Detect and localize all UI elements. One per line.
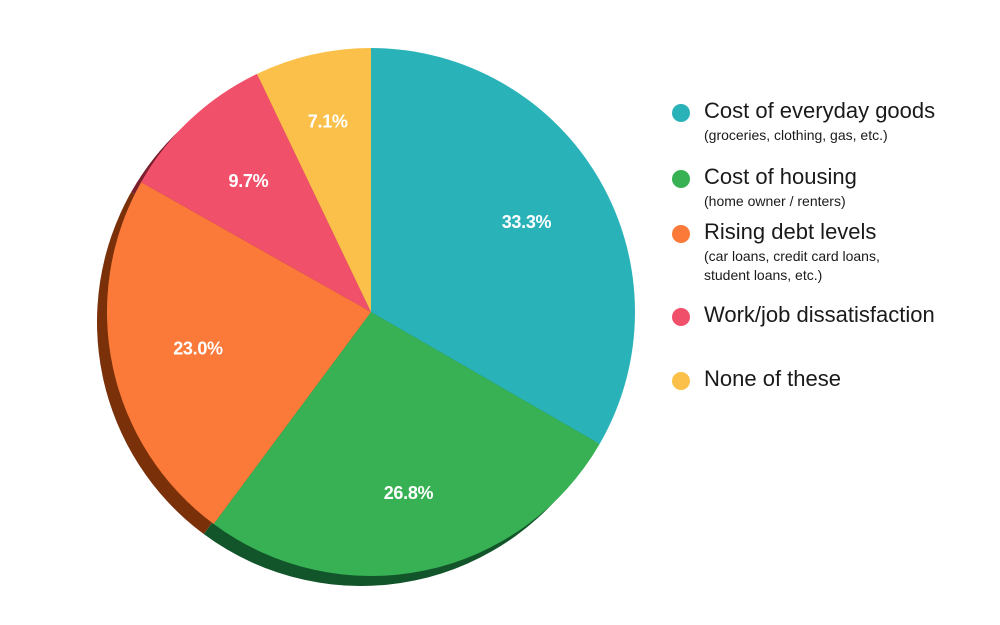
legend-sublabel-housing: (home owner / renters) [704,193,846,209]
pie-slices [106,48,635,577]
pie-label-housing: 26.8% [384,483,434,503]
legend-label-housing: Cost of housing [704,164,857,189]
legend-swatch-debt [672,225,690,243]
legend-swatch-none [672,372,690,390]
legend-sublabel-debt: (car loans, credit card loans, student l… [704,248,880,283]
legend-swatch-housing [672,170,690,188]
pie-slice-housing [213,312,600,577]
legend-label-none: None of these [704,366,841,391]
pie-slice-debt [106,182,372,525]
legend-swatch-job-dissatisfaction [672,308,690,326]
legend-label-everyday-goods: Cost of everyday goods [704,98,936,123]
pie-slice-job-dissatisfaction [141,73,371,312]
legend-label-job-dissatisfaction: Work/job dissatisfaction [704,302,935,327]
pie-labels: 33.3% 26.8% 23.0% 9.7% 7.1% [173,112,552,504]
pie-slice-none [256,48,371,312]
pie-slice-everyday-goods [371,48,635,444]
legend-label-debt: Rising debt levels [704,219,877,244]
pie-label-job-dissatisfaction: 9.7% [228,171,268,191]
pie-label-everyday-goods: 33.3% [502,212,552,232]
pie-label-debt: 23.0% [173,339,223,359]
legend-swatch-everyday-goods [672,104,690,122]
legend-sublabel-everyday-goods: (groceries, clothing, gas, etc.) [704,127,888,143]
pie-label-none: 7.1% [308,112,348,132]
